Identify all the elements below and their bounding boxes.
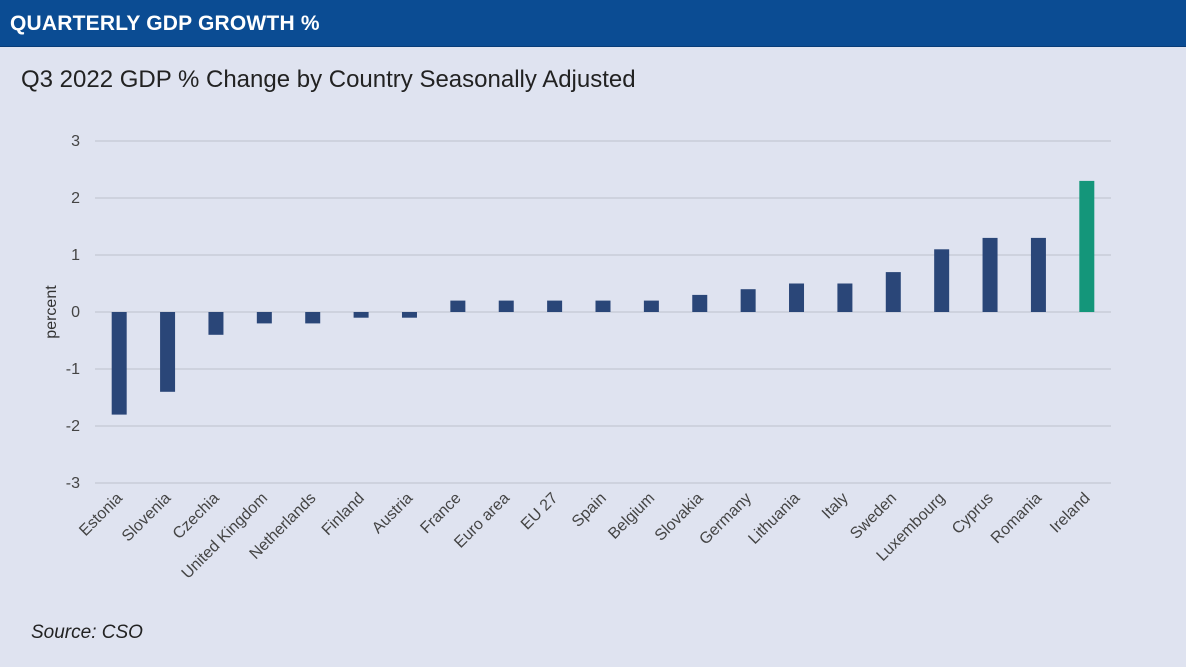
bar-united-kingdom	[256, 312, 272, 324]
bar-czechia	[208, 312, 224, 335]
bar-netherlands	[305, 312, 321, 324]
x-tick-label: Italy	[819, 490, 852, 523]
x-tick-label: Slovenia	[119, 490, 174, 545]
bar-germany	[740, 289, 756, 312]
bar-sweden	[885, 272, 901, 312]
x-tick-label: Estonia	[76, 490, 126, 540]
bar-belgium	[643, 300, 659, 312]
bar-slovakia	[692, 294, 708, 312]
x-tick-label: Ireland	[1047, 490, 1094, 537]
x-tick-label: Germany	[696, 490, 755, 549]
y-tick-label: -1	[66, 361, 80, 378]
x-tick-label: Lithuania	[745, 490, 803, 548]
y-tick-label: 0	[71, 304, 80, 321]
bar-italy	[837, 283, 853, 312]
bar-austria	[401, 312, 417, 318]
bar-luxembourg	[934, 249, 950, 312]
x-tick-label: United Kingdom	[179, 490, 272, 583]
y-tick-label: -2	[66, 418, 80, 435]
bar-eu-27	[547, 300, 563, 312]
header-title: QUARTERLY GDP GROWTH %	[10, 12, 320, 35]
bar-spain	[595, 300, 611, 312]
y-tick-label: -3	[66, 475, 80, 492]
x-tick-label: Belgium	[605, 490, 658, 543]
bar-euro-area	[498, 300, 514, 312]
bar-france	[450, 300, 466, 312]
bar-cyprus	[982, 237, 998, 312]
bar-finland	[353, 312, 369, 318]
x-tick-label: Finland	[319, 490, 368, 539]
bar-ireland	[1079, 180, 1095, 312]
x-tick-label: Austria	[369, 490, 416, 537]
y-tick-label: 2	[71, 190, 80, 207]
bar-estonia	[111, 312, 127, 415]
x-tick-label: Romania	[988, 490, 1045, 547]
bar-romania	[1030, 237, 1046, 312]
y-tick-label: 3	[71, 133, 80, 150]
bar-slovenia	[160, 312, 176, 392]
x-tick-label: Cyprus	[949, 490, 997, 538]
x-tick-label: EU 27	[518, 490, 562, 534]
y-axis-label: percent	[43, 285, 60, 339]
header-banner: QUARTERLY GDP GROWTH %	[0, 0, 1186, 47]
x-tick-label: France	[417, 490, 464, 537]
x-tick-label: Spain	[569, 490, 610, 531]
bar-lithuania	[789, 283, 805, 312]
chart-title: Q3 2022 GDP % Change by Country Seasonal…	[21, 66, 636, 93]
y-tick-label: 1	[71, 247, 80, 264]
source-note: Source: CSO	[31, 622, 143, 643]
